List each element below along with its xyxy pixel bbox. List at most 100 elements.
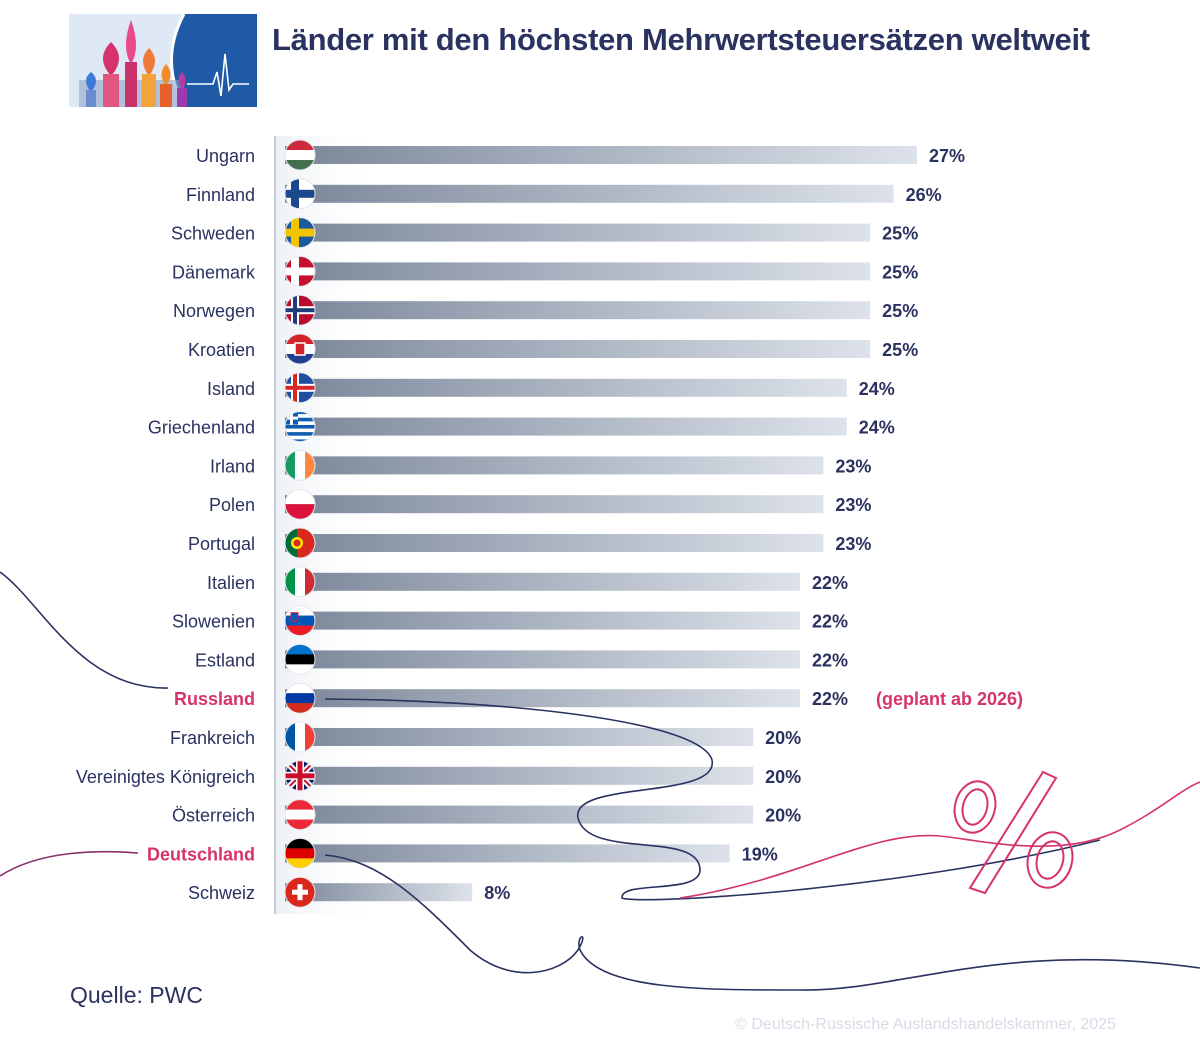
bar	[285, 728, 754, 746]
bar-row: Kroatien 25%	[188, 333, 918, 365]
bar-row: Griechenland 24%	[148, 411, 895, 443]
bar-row: Vereinigtes Königreich 20%	[76, 760, 801, 792]
value-label: 19%	[742, 844, 778, 864]
category-label: Polen	[209, 495, 255, 515]
flag-croatia-icon	[284, 333, 316, 365]
annotation-label: (geplant ab 2026)	[876, 689, 1023, 709]
category-label: Portugal	[188, 534, 255, 554]
flag-uk-icon	[284, 760, 316, 792]
value-label: 20%	[765, 767, 801, 787]
value-label: 25%	[882, 262, 918, 282]
flag-denmark-icon	[284, 255, 316, 287]
bar	[285, 766, 754, 785]
bar-row: Norwegen 25%	[173, 294, 918, 326]
bar-row: Italien 22%	[207, 566, 848, 598]
category-label: Estland	[195, 650, 255, 670]
category-label: Italien	[207, 573, 255, 593]
chart-title: Länder mit den höchsten Mehrwertsteuersä…	[272, 22, 1090, 57]
flag-finland-icon	[284, 178, 316, 210]
flag-iceland-icon	[284, 372, 316, 404]
bar-row: Frankreich 20%	[170, 721, 801, 753]
category-label: Schweiz	[188, 883, 255, 903]
flag-austria-icon	[284, 799, 316, 831]
bar-row: Island 24%	[207, 372, 895, 404]
bar	[285, 262, 871, 281]
value-label: 27%	[929, 146, 965, 166]
flag-ireland-icon	[284, 449, 316, 481]
value-label: 25%	[882, 340, 918, 360]
bar	[285, 301, 871, 320]
bar-row: Dänemark 25%	[172, 255, 918, 287]
category-label: Vereinigtes Königreich	[76, 767, 255, 787]
bar-chart: Ungarn 27% Finnland 26% Schweden 25% Dänemark 2…	[76, 136, 1023, 914]
category-label: Österreich	[172, 806, 255, 826]
flag-russia-icon	[284, 682, 316, 714]
flag-hungary-icon	[284, 139, 316, 171]
category-label: Dänemark	[172, 262, 256, 282]
source-note: Quelle: PWC	[70, 982, 203, 1008]
value-label: 22%	[812, 689, 848, 709]
flag-estonia-icon	[284, 643, 316, 675]
bar	[285, 378, 847, 397]
bar	[285, 223, 871, 242]
category-label: Frankreich	[170, 728, 255, 748]
bar-row: Estland 22%	[195, 643, 848, 675]
category-label: Irland	[210, 456, 255, 476]
bar-row: Polen 23%	[209, 488, 871, 520]
category-label: Deutschland	[147, 844, 255, 864]
flag-france-icon	[284, 721, 316, 753]
value-label: 20%	[765, 728, 801, 748]
value-label: 23%	[835, 534, 871, 554]
value-label: 8%	[484, 883, 510, 903]
bar	[285, 495, 824, 514]
value-label: 22%	[812, 650, 848, 670]
bar-row: Deutschland 19%	[147, 837, 778, 869]
value-label: 25%	[882, 224, 918, 244]
category-label: Island	[207, 379, 255, 399]
copyright-note: © Deutsch-Russische Auslandshandelskamme…	[735, 1016, 1116, 1033]
bar-row: Portugal 23%	[188, 527, 871, 559]
bar	[285, 146, 917, 164]
axis-shade	[276, 136, 386, 914]
value-label: 23%	[835, 456, 871, 476]
value-label: 23%	[835, 495, 871, 515]
bar-row: Irland 23%	[210, 449, 871, 481]
flag-norway-icon	[284, 294, 316, 326]
bar	[285, 650, 800, 669]
bar-row: Slowenien 22%	[172, 605, 848, 637]
bar-row: Finnland 26%	[186, 178, 942, 210]
flag-poland-icon	[284, 488, 316, 520]
flag-slovenia-icon	[284, 605, 316, 637]
value-label: 22%	[812, 573, 848, 593]
flag-portugal-icon	[284, 527, 316, 559]
value-label: 24%	[859, 379, 895, 399]
value-label: 25%	[882, 301, 918, 321]
bar-row: Russland 22% (geplant ab 2026)	[174, 682, 1023, 714]
bar	[285, 572, 800, 591]
value-label: 20%	[765, 806, 801, 826]
flag-sweden-icon	[284, 217, 316, 249]
bar	[285, 689, 800, 708]
flag-italy-icon	[284, 566, 316, 598]
bar	[285, 340, 871, 358]
category-label: Russland	[174, 689, 255, 709]
category-label: Norwegen	[173, 301, 255, 321]
category-label: Ungarn	[196, 146, 255, 166]
bar	[285, 844, 730, 863]
bar	[285, 611, 800, 630]
onion-domes-heartbeat-logo	[69, 14, 257, 107]
bar	[285, 534, 824, 552]
bar	[285, 184, 894, 203]
bar	[285, 805, 754, 824]
category-label: Schweden	[171, 224, 255, 244]
bar-row: Ungarn 27%	[196, 139, 965, 171]
value-label: 22%	[812, 612, 848, 632]
flag-switzerland-icon	[284, 876, 316, 908]
flag-greece-icon	[284, 411, 316, 443]
category-label: Griechenland	[148, 418, 255, 438]
bar	[285, 417, 847, 436]
category-label: Finnland	[186, 185, 255, 205]
bar-row: Schweden 25%	[171, 217, 918, 249]
category-label: Kroatien	[188, 340, 255, 360]
bar	[285, 456, 824, 475]
